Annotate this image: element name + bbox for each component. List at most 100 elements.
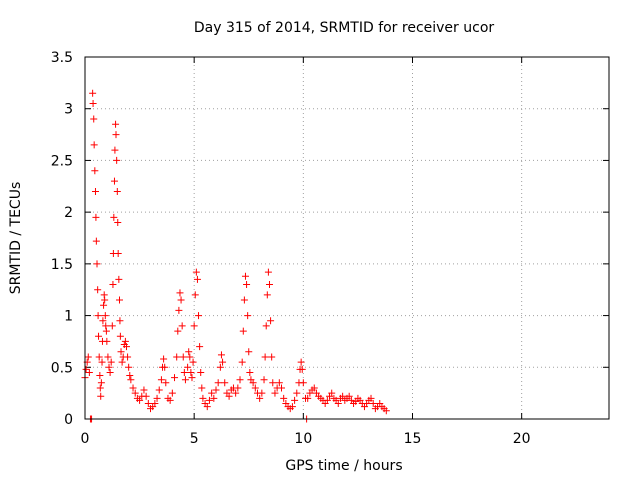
x-tick-label: 10 bbox=[294, 431, 312, 447]
data-point bbox=[234, 384, 242, 392]
data-point bbox=[113, 156, 121, 164]
data-point bbox=[192, 268, 200, 276]
data-point bbox=[162, 379, 170, 387]
data-point bbox=[161, 363, 169, 371]
data-point bbox=[101, 312, 109, 320]
data-point bbox=[196, 343, 204, 351]
data-point bbox=[89, 100, 97, 108]
chart-title: Day 315 of 2014, SRMTID for receiver uco… bbox=[194, 20, 495, 36]
data-point bbox=[131, 389, 139, 397]
data-point bbox=[107, 358, 115, 366]
data-point bbox=[190, 322, 198, 330]
data-point bbox=[95, 332, 103, 340]
data-point bbox=[304, 394, 312, 402]
data-point bbox=[310, 384, 318, 392]
data-point bbox=[243, 281, 251, 289]
data-point bbox=[174, 327, 182, 335]
data-point bbox=[261, 353, 269, 361]
data-point bbox=[217, 351, 225, 359]
data-point bbox=[109, 281, 117, 289]
y-tick-label: 0.5 bbox=[51, 360, 73, 376]
data-point bbox=[244, 312, 252, 320]
data-point bbox=[263, 291, 271, 299]
data-point bbox=[236, 376, 244, 384]
data-point bbox=[246, 368, 254, 376]
data-point bbox=[205, 396, 213, 404]
data-point bbox=[199, 394, 207, 402]
data-point bbox=[382, 407, 390, 415]
data-point bbox=[115, 296, 123, 304]
data-point bbox=[114, 250, 122, 258]
data-point bbox=[179, 353, 187, 361]
data-point bbox=[345, 392, 353, 400]
data-point bbox=[225, 392, 233, 400]
data-point bbox=[245, 348, 253, 356]
data-point bbox=[126, 372, 134, 380]
data-point bbox=[184, 363, 192, 371]
data-point bbox=[112, 131, 120, 139]
data-point bbox=[114, 218, 122, 226]
data-point bbox=[105, 363, 113, 371]
data-point bbox=[173, 353, 181, 361]
data-point bbox=[260, 376, 268, 384]
data-point bbox=[298, 365, 306, 373]
data-point bbox=[90, 141, 98, 149]
y-tick-label: 0 bbox=[64, 412, 73, 428]
data-point bbox=[369, 399, 377, 407]
data-point bbox=[97, 392, 105, 400]
data-point bbox=[151, 399, 159, 407]
data-point bbox=[214, 379, 222, 387]
data-point bbox=[140, 386, 148, 394]
data-point bbox=[168, 389, 176, 397]
data-point bbox=[96, 372, 104, 380]
data-point bbox=[240, 296, 248, 304]
y-tick-label: 1 bbox=[64, 309, 73, 325]
data-point bbox=[328, 389, 336, 397]
data-point bbox=[239, 327, 247, 335]
data-point bbox=[187, 368, 195, 376]
data-point bbox=[92, 237, 100, 245]
y-tick-label: 2 bbox=[64, 205, 73, 221]
data-point bbox=[91, 187, 99, 195]
data-point bbox=[97, 379, 105, 387]
point-layer bbox=[81, 89, 390, 423]
data-point bbox=[193, 275, 201, 283]
x-tick-label: 0 bbox=[81, 431, 90, 447]
data-point bbox=[212, 386, 220, 394]
data-point bbox=[241, 272, 249, 280]
data-point bbox=[104, 353, 112, 361]
data-point bbox=[94, 286, 102, 294]
data-point bbox=[142, 392, 150, 400]
plot-frame bbox=[84, 56, 610, 420]
data-point bbox=[198, 384, 206, 392]
data-point bbox=[121, 337, 129, 345]
data-point bbox=[160, 355, 168, 363]
data-point bbox=[262, 322, 270, 330]
data-point bbox=[115, 275, 123, 283]
data-point bbox=[112, 120, 120, 128]
data-point bbox=[116, 317, 124, 325]
data-point bbox=[178, 322, 186, 330]
data-point bbox=[216, 363, 224, 371]
x-axis-title: GPS time / hours bbox=[285, 458, 402, 474]
data-point bbox=[99, 317, 107, 325]
data-point bbox=[125, 363, 133, 371]
data-point bbox=[269, 379, 277, 387]
tick-layer: 0 0.5 1 1.5 2 2.5 3 3.5 0 5 10 15 20 bbox=[51, 50, 609, 447]
data-point bbox=[153, 394, 161, 402]
data-point bbox=[267, 317, 275, 325]
data-point bbox=[256, 394, 264, 402]
data-point bbox=[339, 392, 347, 400]
data-point bbox=[82, 365, 90, 373]
data-point bbox=[110, 177, 118, 185]
data-point bbox=[95, 353, 103, 361]
y-tick-label: 3 bbox=[64, 102, 73, 118]
data-point bbox=[367, 394, 375, 402]
data-point bbox=[258, 389, 266, 397]
data-point bbox=[124, 353, 132, 361]
data-point bbox=[85, 368, 93, 376]
data-point bbox=[166, 396, 174, 404]
grid-layer bbox=[85, 57, 609, 419]
data-point bbox=[106, 368, 114, 376]
